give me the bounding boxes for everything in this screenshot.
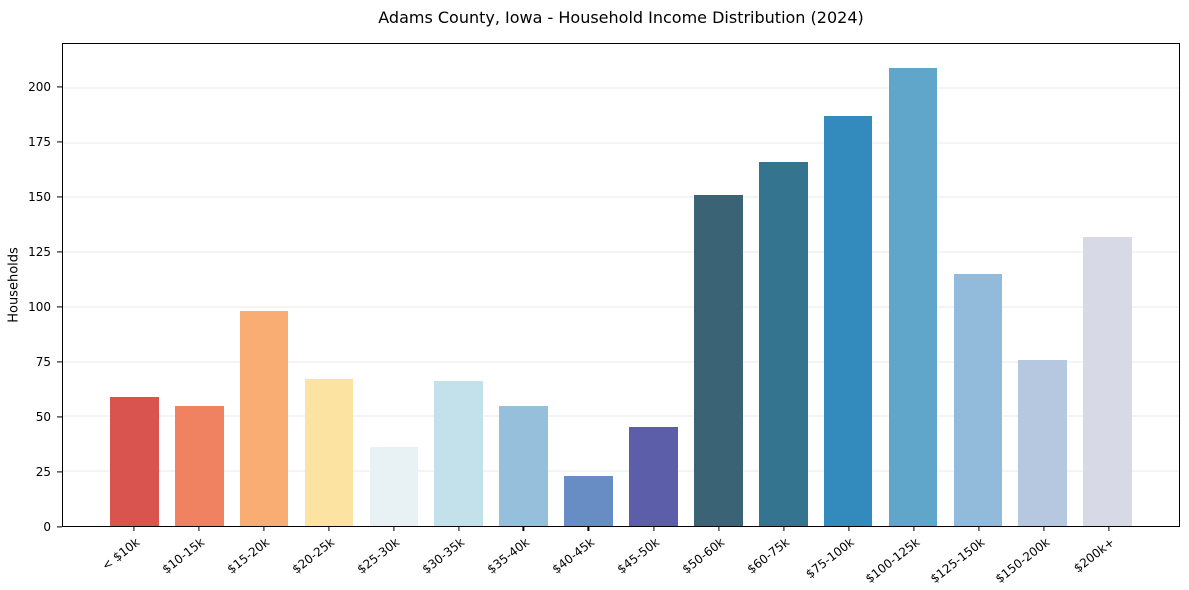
x-tick-mark — [587, 527, 590, 531]
gridline — [63, 361, 1179, 363]
bar — [369, 447, 419, 526]
y-tick-mark — [57, 306, 62, 308]
gridline — [63, 87, 1179, 89]
x-tick-label: $30-35k — [419, 535, 468, 577]
bar — [758, 162, 808, 526]
gridline — [63, 196, 1179, 198]
x-tick-mark — [847, 527, 850, 531]
x-tick-mark — [132, 527, 135, 531]
y-tick-label: 0 — [43, 520, 51, 534]
x-tick-label: $20-25k — [289, 535, 338, 577]
y-tick-label: 50 — [35, 410, 51, 424]
x-tick-label: $25-30k — [354, 535, 403, 577]
y-tick-mark — [57, 416, 62, 418]
gridline — [63, 470, 1179, 472]
bar — [499, 405, 548, 526]
x-tick-label: $60-75k — [744, 535, 793, 577]
y-axis-ticks: 0 25 50 75 100 125 150 175 200 — [0, 43, 62, 534]
y-tick-mark — [57, 361, 62, 363]
y-tick-label: 150 — [28, 190, 51, 204]
x-tick-mark — [652, 527, 655, 531]
y-tick-mark — [57, 526, 62, 528]
x-tick-mark — [977, 527, 980, 531]
x-tick-mark — [522, 527, 525, 531]
y-tick-label: 75 — [35, 354, 51, 369]
x-tick-label: $100-125k — [862, 535, 923, 586]
x-tick-label: $75-100k — [803, 535, 858, 582]
y-tick-label: 175 — [28, 135, 51, 149]
bar — [1083, 236, 1132, 526]
bar — [823, 116, 873, 526]
x-tick-label: < $10k — [99, 535, 143, 573]
x-tick-label: $15-20k — [224, 535, 273, 577]
y-tick-mark — [57, 251, 62, 253]
x-tick-label: $50-60k — [679, 535, 728, 577]
gridline — [63, 142, 1179, 144]
bar — [434, 381, 484, 526]
y-tick-mark — [57, 196, 62, 198]
bar — [629, 427, 678, 526]
x-tick-label: $150-200k — [992, 535, 1053, 586]
x-tick-mark — [912, 527, 915, 531]
chart-title: Adams County, Iowa - Household Income Di… — [378, 8, 864, 27]
plot-area — [62, 43, 1180, 527]
x-tick-label: $35-40k — [484, 535, 533, 577]
bar — [239, 311, 289, 526]
x-tick-label: $200k+ — [1071, 535, 1118, 576]
bar — [110, 396, 159, 526]
y-tick-mark — [57, 141, 62, 143]
bar — [174, 405, 224, 526]
x-tick-mark — [262, 527, 265, 531]
bar — [304, 379, 354, 526]
bar — [564, 475, 613, 526]
y-tick-label: 100 — [28, 300, 51, 314]
bar — [693, 195, 743, 526]
bar — [888, 68, 938, 526]
x-tick-mark — [1042, 527, 1045, 531]
y-tick-mark — [57, 471, 62, 473]
x-tick-label: $40-45k — [549, 535, 598, 577]
gridline — [63, 415, 1179, 417]
y-tick-label: 125 — [28, 245, 51, 259]
x-tick-mark — [1107, 527, 1110, 531]
x-tick-mark — [327, 527, 330, 531]
x-tick-mark — [782, 527, 785, 531]
x-tick-mark — [197, 527, 200, 531]
bar — [953, 274, 1003, 526]
y-tick-label: 200 — [28, 80, 51, 94]
gridline — [63, 306, 1179, 308]
x-tick-label: $45-50k — [614, 535, 663, 577]
x-tick-mark — [392, 527, 395, 531]
x-tick-label: $125-150k — [927, 535, 988, 586]
y-tick-label: 25 — [35, 465, 51, 479]
x-axis-ticks: < $10k $10-15k $15-20k $20-25k $25-30k $30-35… — [62, 527, 1180, 590]
x-tick-mark — [457, 527, 460, 531]
y-tick-mark — [57, 86, 62, 88]
gridline — [63, 251, 1179, 253]
bar — [1018, 359, 1068, 526]
x-tick-label: $10-15k — [159, 535, 208, 577]
x-tick-mark — [717, 527, 720, 531]
